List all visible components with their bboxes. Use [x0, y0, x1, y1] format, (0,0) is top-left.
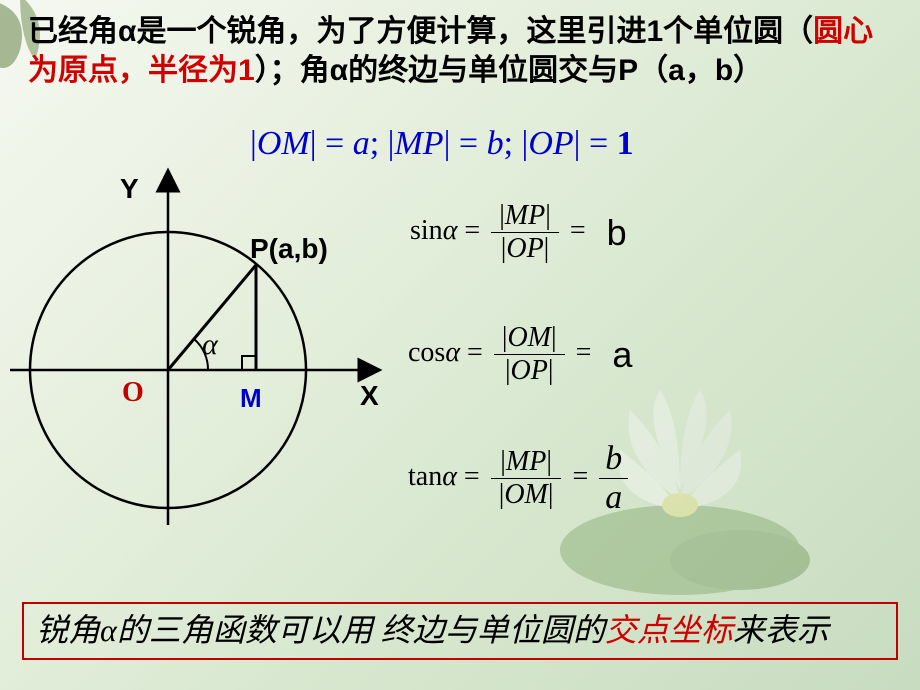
unit-circle-diagram: Y X O M P(a,b) α: [10, 165, 400, 535]
cos-equation: cosα = OMOP = a: [408, 322, 632, 387]
sin-result: b: [607, 212, 627, 253]
x-axis-label: X: [360, 380, 379, 412]
alpha-label: α: [202, 328, 218, 362]
sin-equation: sinα = MPOP = b: [410, 200, 627, 265]
right-angle-mark: [242, 356, 256, 370]
tan-equation: tanα = MPOM = ba: [408, 440, 632, 517]
cos-result: a: [612, 334, 632, 375]
intro-part2: ）；角α的终边与单位圆交与P（a，b）: [255, 54, 763, 87]
conclusion-p3: 来表示: [733, 612, 829, 648]
intro-part1: 已经角α是一个锐角，为了方便计算，这里引进1个单位圆（: [28, 15, 813, 48]
m-label: M: [240, 383, 262, 414]
y-axis-label: Y: [120, 173, 139, 205]
origin-label: O: [122, 377, 144, 409]
conclusion-p1: 锐角: [36, 612, 100, 648]
conclusion-p2: 的三角函数可以用 终边与单位圆的: [117, 612, 605, 648]
top-equation: |OM| = a; |MP| = b; |OP| = 1: [250, 125, 634, 163]
intro-text: 已经角α是一个锐角，为了方便计算，这里引进1个单位圆（圆心为原点，半径为1）；角…: [28, 12, 898, 90]
conclusion-red: 交点坐标: [605, 612, 733, 648]
conclusion-alpha: α: [100, 612, 117, 648]
p-label: P(a,b): [250, 233, 328, 265]
conclusion-box: 锐角α的三角函数可以用 终边与单位圆的交点坐标来表示: [22, 602, 898, 660]
